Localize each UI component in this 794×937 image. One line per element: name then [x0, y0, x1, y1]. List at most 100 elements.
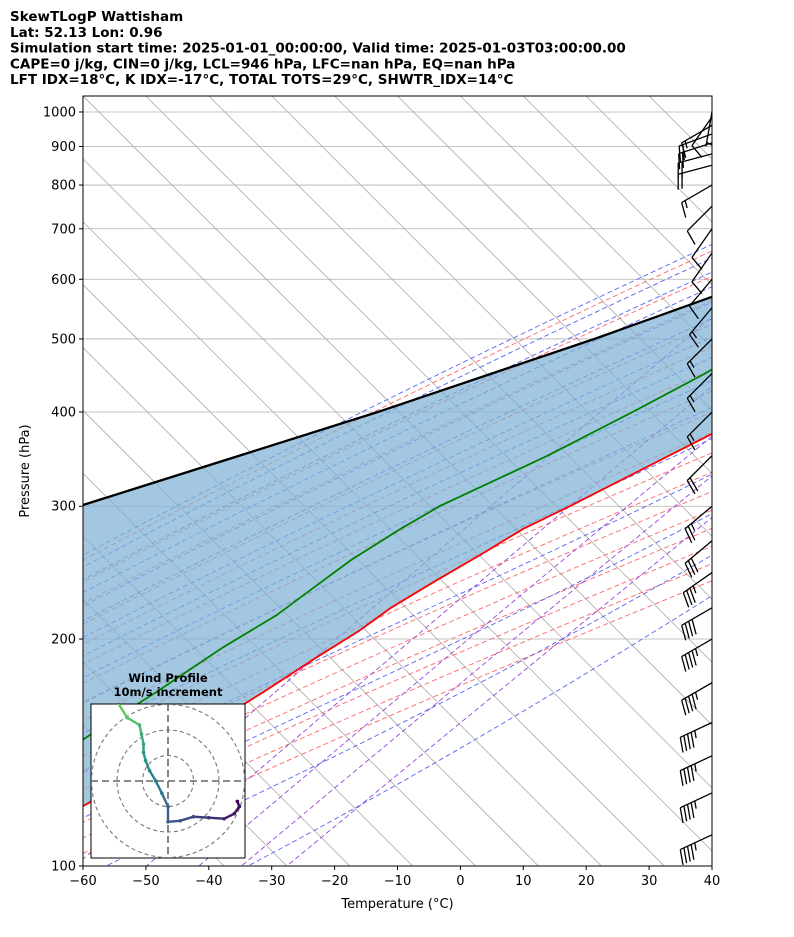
temperature-line	[83, 432, 712, 808]
cin-shaded-area	[83, 296, 712, 807]
wind-barb-110hpa	[679, 834, 712, 865]
hodograph-segment	[207, 816, 226, 820]
sounding-profiles	[83, 295, 712, 808]
wind-barb-flag	[689, 587, 696, 603]
wind-barb-staff	[680, 721, 712, 738]
hodograph-title-line-2: 10m/s increment	[114, 685, 223, 699]
hodograph-segment	[160, 792, 170, 808]
wind-barb-650hpa	[691, 252, 712, 295]
wind-barb-600hpa	[688, 278, 712, 320]
wind-barb-flag	[683, 805, 688, 822]
wind-barb-staff	[680, 792, 712, 809]
wind-barb-flag	[679, 849, 684, 865]
isotherm--110	[83, 409, 539, 866]
hodograph-segment	[192, 815, 211, 819]
wind-barb-flag	[686, 230, 696, 245]
title-line-5: LFT IDX=18°C, K IDX=-17°C, TOTAL TOTS=29…	[10, 72, 513, 88]
x-tick-label: −40	[195, 874, 222, 889]
axes: −60 −50 −40 −30 −20 −10 0 10 20 30 40 100 200 300 400 5…	[18, 105, 720, 912]
wind-barb-450hpa	[686, 373, 712, 412]
wind-barb-half-flag	[689, 433, 695, 441]
wind-barb-flag	[686, 767, 691, 783]
wind-barb-550hpa	[688, 307, 712, 348]
wind-barb-flag	[684, 654, 690, 670]
wind-barb-flag	[690, 765, 695, 781]
wind-barb-flag	[683, 768, 688, 785]
isotherm--10	[397, 96, 712, 412]
hodograph-point	[141, 750, 146, 755]
isotherm--120	[83, 472, 476, 866]
title-line-4: CAPE=0 j/kg, CIN=0 j/kg, LCL=946 hPa, LF…	[10, 56, 515, 72]
wind-barb-flag	[681, 700, 687, 716]
wind-barb-flag	[679, 770, 684, 787]
isotherm--30	[271, 96, 712, 537]
y-tick-label: 500	[51, 332, 76, 347]
hodograph-segment	[125, 716, 141, 727]
wind-barb-flag	[686, 480, 696, 495]
x-tick-label: 30	[641, 874, 658, 889]
hodograph-segment	[179, 815, 195, 822]
plot-area	[83, 96, 712, 866]
wind-barb-staff	[678, 164, 712, 175]
wind-barb-flag	[689, 477, 699, 492]
wind-barb-staff	[686, 411, 712, 438]
x-tick-label: −10	[384, 874, 411, 889]
wind-barb-flag	[688, 334, 699, 348]
wind-barb-staff	[686, 455, 712, 481]
wind-barb-220hpa	[681, 607, 712, 641]
hodograph-segment	[148, 769, 157, 783]
hodograph-segment	[166, 819, 182, 823]
wind-barb-staff	[678, 153, 712, 164]
wind-barb-staff	[681, 682, 712, 701]
x-axis-label: Temperature (°C)	[340, 897, 453, 912]
dewpoint-line	[83, 368, 712, 741]
wind-barb-staff	[680, 834, 712, 851]
wind-barb-750hpa	[686, 205, 712, 245]
wind-barb-staff	[681, 124, 712, 144]
x-tick-label: 0	[456, 874, 464, 889]
hodograph-point	[222, 816, 226, 821]
moist-adiabat-25	[83, 473, 712, 772]
wind-barb-flag	[687, 621, 694, 637]
y-tick-label: 1000	[43, 105, 76, 120]
wind-barb-flag	[681, 152, 684, 168]
wind-barb-flag	[686, 846, 691, 862]
hodograph-segment	[117, 704, 129, 719]
wind-barb-flag	[686, 363, 696, 378]
hodograph-point	[166, 804, 170, 809]
x-tick-label: −30	[258, 874, 285, 889]
isotherm--130	[83, 535, 413, 866]
cin-shading	[83, 296, 712, 807]
hodograph-point	[160, 791, 164, 796]
wind-barb-flag	[685, 590, 693, 606]
wind-barb-flag	[684, 623, 690, 639]
wind-barb-half-flag	[691, 331, 698, 339]
wind-barb-910hpa	[678, 142, 712, 170]
dry-adiabat-70	[83, 471, 712, 757]
wind-barb-staff	[686, 338, 712, 365]
x-tick-label: −20	[321, 874, 348, 889]
x-tick-label: 40	[704, 874, 721, 889]
hodograph-point	[178, 818, 183, 823]
wind-barb-155hpa	[679, 721, 712, 753]
hodograph-segment	[222, 812, 236, 820]
wind-barb-flag	[682, 592, 690, 608]
y-tick-label: 200	[51, 633, 76, 648]
wind-barb-flag	[687, 525, 696, 541]
hodograph-point	[143, 758, 148, 763]
wind-barb-half-flag	[694, 730, 697, 739]
isotherm-40	[711, 96, 712, 97]
hodograph-point	[232, 811, 237, 816]
wind-barb-flag	[679, 807, 684, 824]
y-axis-label: Pressure (hPa)	[18, 424, 33, 517]
wind-barb-staff	[686, 205, 712, 232]
wind-barb-245hpa	[682, 572, 712, 608]
hodograph-point	[141, 742, 146, 747]
wind-barb-200hpa	[681, 638, 712, 672]
wind-barb-flag	[690, 732, 695, 748]
title-line-1: SkewTLogP Wattisham	[10, 9, 183, 25]
wind-barb-flag	[691, 257, 703, 270]
wind-barb-140hpa	[679, 755, 712, 787]
